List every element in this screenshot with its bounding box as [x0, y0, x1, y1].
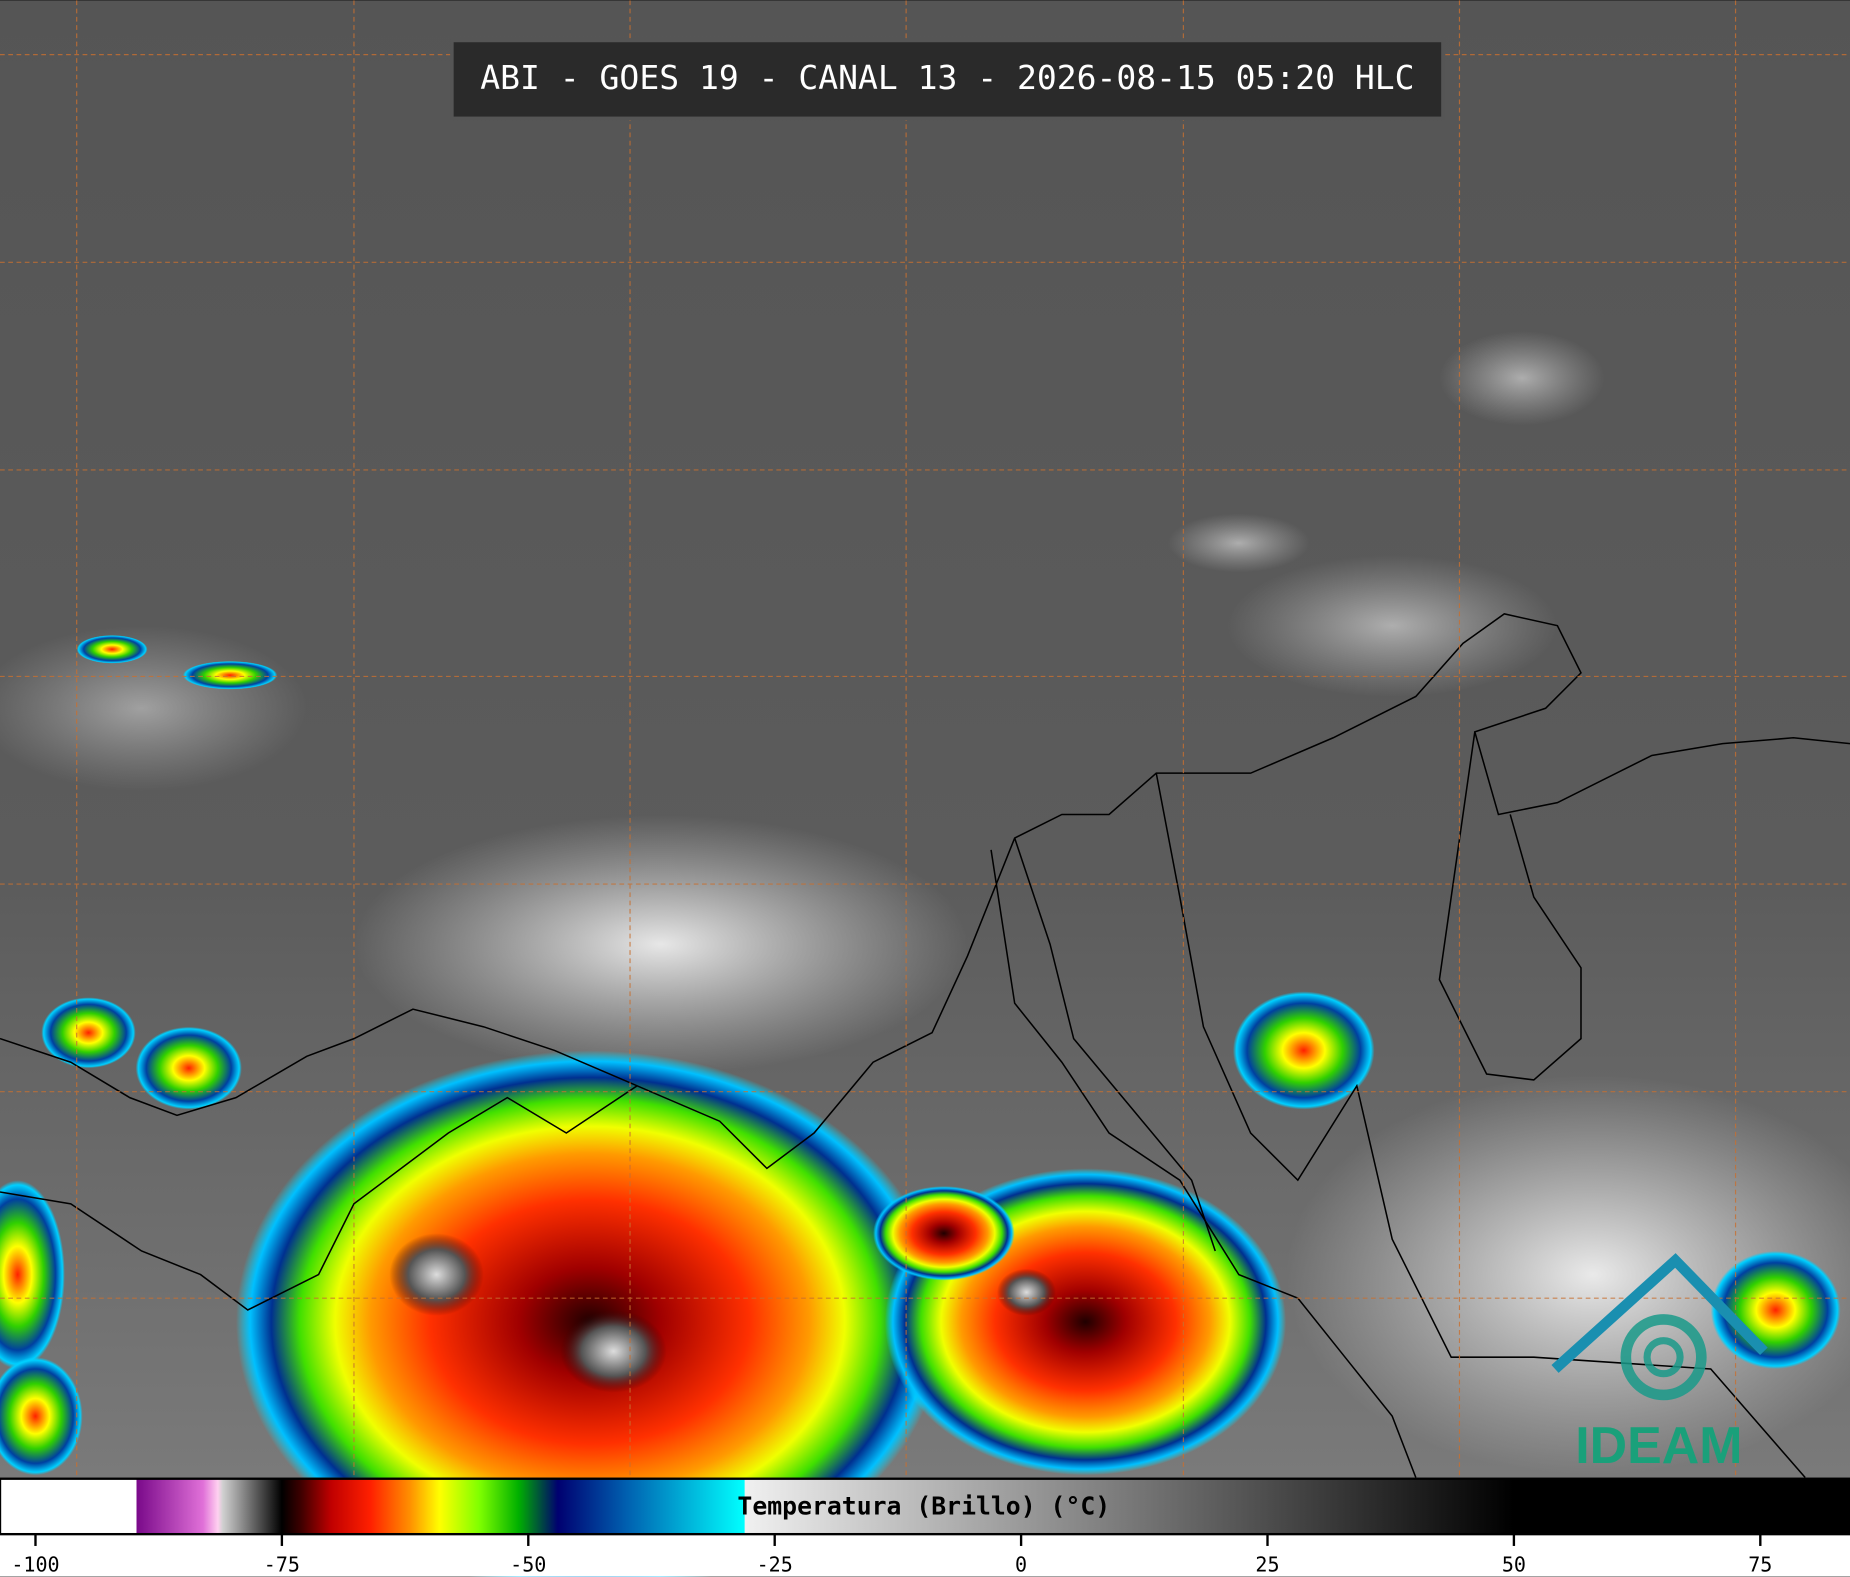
- tick-label: 25: [1255, 1553, 1279, 1577]
- tick-label: -100: [11, 1553, 59, 1577]
- colorbar: Temperatura (Brillo) (°C) -100 -75 -50 -25 0 2…: [0, 1477, 1850, 1577]
- tick-label: -25: [757, 1553, 793, 1577]
- graticule: [0, 0, 1850, 1478]
- colorbar-fill: [0, 1477, 1850, 1536]
- tick-label: 50: [1502, 1553, 1526, 1577]
- colorbar-label: Temperatura (Brillo) (°C): [737, 1492, 1110, 1521]
- tick-label: 75: [1748, 1553, 1772, 1577]
- tick-label: 0: [1015, 1553, 1027, 1577]
- tick-label: -75: [264, 1553, 300, 1577]
- coastlines: [0, 613, 1850, 1479]
- logo-text: IDEAM: [1575, 1417, 1742, 1475]
- logo: IDEAM: [1551, 1253, 1768, 1475]
- title-box: ABI - GOES 19 - CANAL 13 - 2026-08-15 05…: [450, 38, 1445, 121]
- tick-label: -50: [510, 1553, 546, 1577]
- title: ABI - GOES 19 - CANAL 13 - 2026-08-15 05…: [480, 58, 1414, 97]
